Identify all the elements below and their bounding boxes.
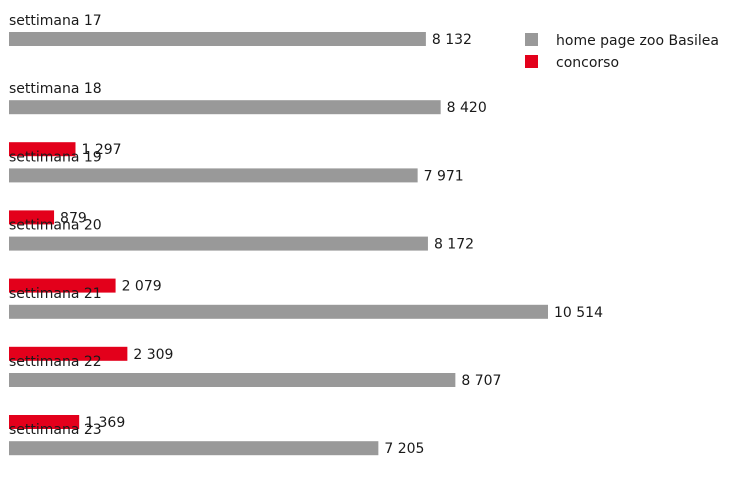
- value-label-home-page-settimana-23: 7 205: [384, 441, 424, 457]
- category-label-settimana-18: settimana 18: [9, 81, 102, 97]
- category-label-settimana-22: settimana 22: [9, 354, 102, 370]
- bar-home-page-settimana-23: [9, 441, 379, 456]
- legend: home page zoo Basilea concorso: [525, 33, 719, 71]
- bar-concorso-settimana-21: [9, 346, 128, 361]
- bar-home-page-settimana-22: [9, 373, 456, 387]
- value-label-home-page-settimana-17: 8 132: [432, 32, 472, 48]
- category-label-settimana-21: settimana 21: [9, 286, 102, 302]
- value-label-home-page-settimana-18: 8 420: [447, 100, 487, 116]
- value-label-concorso-settimana-18: 1 297: [81, 142, 121, 158]
- bar-concorso-settimana-18: [9, 142, 76, 157]
- value-label-home-page-settimana-19: 7 971: [424, 168, 464, 184]
- value-label-concorso-settimana-22: 1 369: [85, 415, 125, 431]
- bar-concorso-settimana-20: [9, 278, 116, 293]
- category-label-settimana-19: settimana 19: [9, 149, 102, 165]
- legend-swatch-concorso: [525, 55, 538, 68]
- value-label-concorso-settimana-20: 2 079: [122, 279, 162, 295]
- bar-home-page-settimana-21: [9, 304, 548, 319]
- value-label-home-page-settimana-22: 8 707: [461, 373, 501, 389]
- bar-concorso-settimana-19: [9, 210, 55, 225]
- category-label-settimana-17: settimana 17: [9, 13, 102, 29]
- bar-home-page-settimana-19: [9, 168, 418, 183]
- value-label-home-page-settimana-20: 8 172: [434, 237, 474, 253]
- legend-swatch-home-page: [525, 33, 538, 46]
- bar-home-page-settimana-20: [9, 236, 428, 251]
- value-label-home-page-settimana-21: 10 514: [554, 305, 603, 321]
- bar-concorso-settimana-22: [9, 415, 80, 429]
- bar-home-page-settimana-17: [9, 32, 426, 46]
- bar-home-page-settimana-18: [9, 100, 441, 115]
- legend-label-home-page: home page zoo Basilea: [556, 33, 719, 49]
- category-label-settimana-23: settimana 23: [9, 422, 102, 438]
- value-label-concorso-settimana-19: 879: [60, 210, 87, 226]
- value-label-concorso-settimana-21: 2 309: [133, 347, 173, 363]
- category-label-settimana-20: settimana 20: [9, 218, 102, 234]
- legend-label-concorso: concorso: [556, 55, 619, 71]
